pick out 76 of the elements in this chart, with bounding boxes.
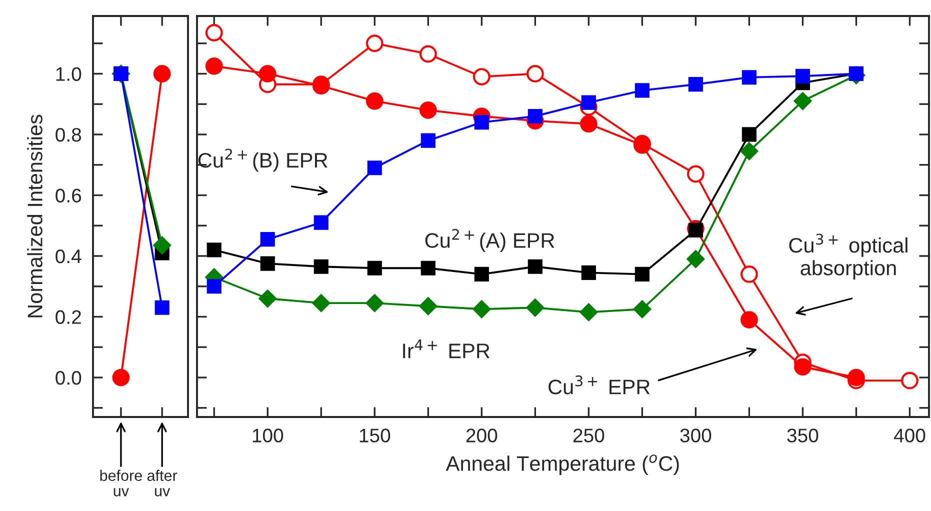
point [258,290,277,308]
point [528,259,542,274]
point [581,265,596,280]
point [848,368,865,386]
point [472,68,490,86]
point [367,160,382,176]
point [526,65,544,82]
text: Cu$^{3+}$ EPR [548,375,650,394]
point [474,266,489,282]
x-tick-label: after uv [147,470,178,496]
point [419,101,437,119]
point [794,358,812,376]
point [420,133,436,148]
point [740,142,758,160]
point [901,372,918,390]
point [742,70,757,85]
x-tick-label: 250 [573,428,604,442]
x-axis-title: Anneal Temperature ($^{o}$C) [446,454,679,476]
point [258,65,276,82]
point [740,311,758,328]
point [740,266,758,283]
x-tick-label: 150 [360,428,390,442]
point [154,300,170,315]
point [206,279,222,294]
point [528,108,542,124]
point [314,215,328,230]
point [634,83,650,98]
point [420,260,436,276]
point [794,92,812,110]
point [580,303,598,322]
x-tick-label: 350 [787,428,818,442]
series-label: Cu$^{2+}$(B) EPR [198,148,328,172]
y-tick-label: 1.0 [56,67,82,81]
point [205,57,223,75]
point [153,236,171,254]
point [312,294,330,312]
point [634,266,650,282]
y-tick-label: 0.8 [56,128,82,142]
point [742,127,757,142]
point [112,368,130,386]
point [314,259,328,274]
point [688,222,703,238]
series-label: Cu$^{2+}$(A) EPR [425,228,554,252]
point [472,300,491,318]
series-label: Cu$^{3+}$ optical absorption [789,234,908,280]
point [366,34,384,52]
point [419,297,438,316]
point [795,68,810,84]
point [260,232,275,247]
y-tick-label: 0.4 [56,249,82,264]
x-tick-label: 100 [252,428,284,442]
point [686,250,705,268]
x-tick-label: 400 [894,428,926,442]
point [419,45,437,63]
point [153,65,171,82]
point [367,260,382,276]
point [260,256,275,271]
series-label: Ir$^{4+}$ EPR [403,339,490,358]
point [366,92,384,110]
y-tick-label: 0.0 [56,370,82,385]
y-tick-label: 0.2 [56,310,81,324]
point [687,165,704,183]
point [688,77,703,92]
point [366,294,384,312]
y-tick-label: 0.6 [56,188,82,202]
point [633,300,652,318]
point [580,115,598,133]
x-tick-label: 300 [680,428,712,442]
x-tick-label: 200 [466,428,498,442]
point [205,24,223,42]
point [206,242,222,258]
point [526,298,544,317]
point [581,95,596,110]
y-axis-title: Normalized Intensities [27,114,42,318]
x-tick-label: before uv [100,470,142,496]
point [474,115,489,130]
